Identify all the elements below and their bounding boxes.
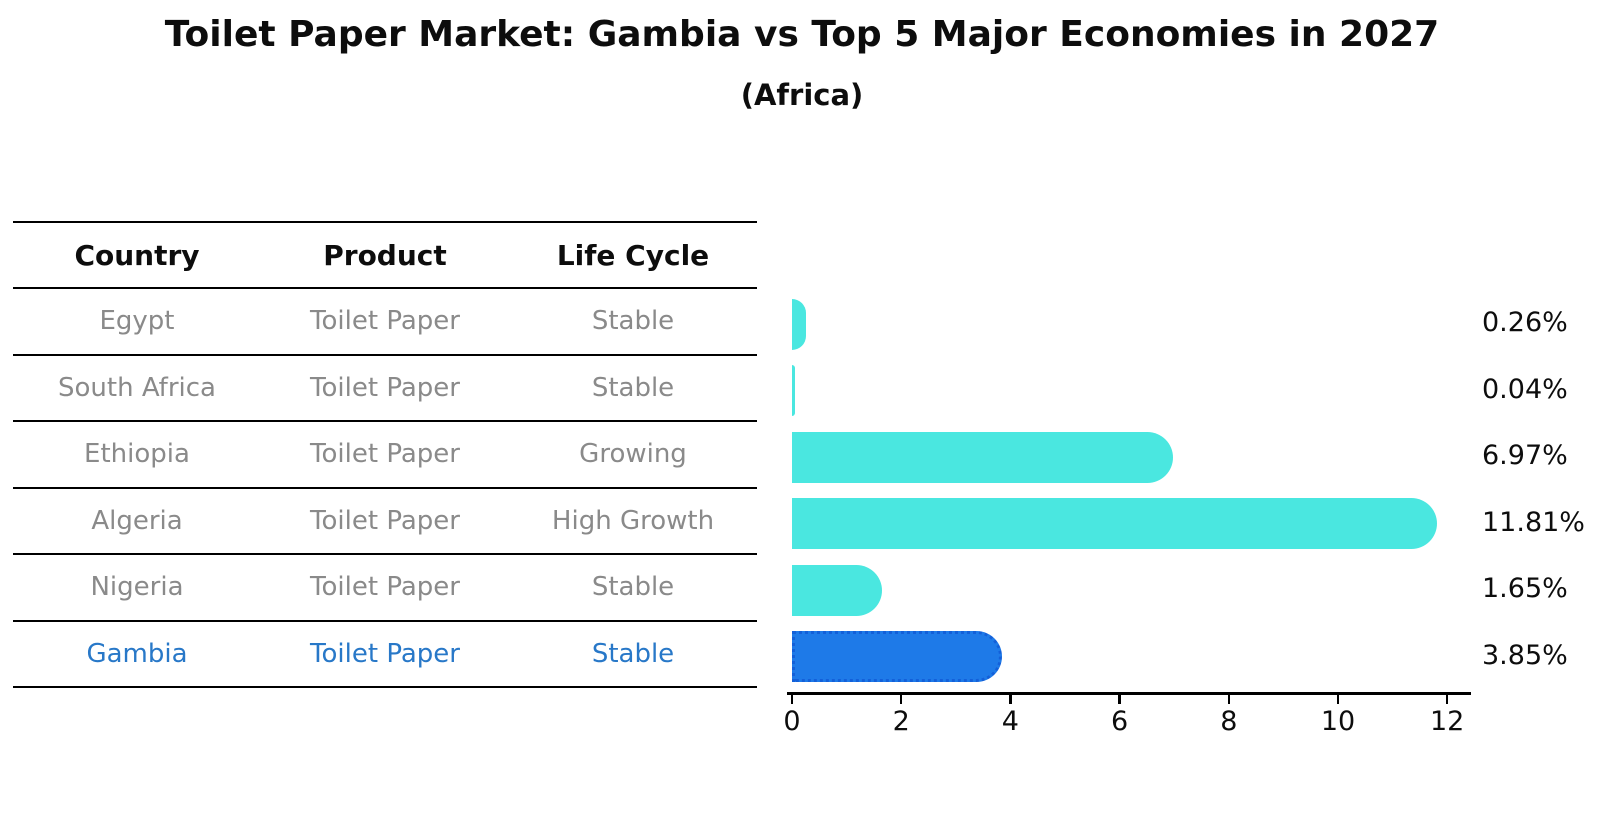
column-header-lifecycle: Life Cycle	[556, 238, 710, 272]
x-axis-tick	[1118, 694, 1121, 704]
table-row-gambia: Gambia Toilet Paper Stable	[13, 622, 757, 688]
bar-gambia	[792, 631, 1003, 683]
chart-subtitle: (Africa)	[740, 78, 864, 112]
x-axis-tick-label: 0	[783, 706, 801, 737]
value-label-ethiopia: 6.97%	[1482, 440, 1568, 472]
column-header-product: Product	[323, 238, 447, 272]
table-row-ethiopia: Ethiopia Toilet Paper Growing	[13, 422, 757, 489]
x-axis-tick-label: 8	[1220, 706, 1238, 737]
bar-algeria	[792, 498, 1437, 550]
x-axis-tick-label: 2	[892, 706, 910, 737]
table-header-row: Country Product Life Cycle	[13, 223, 757, 289]
cell-country: Ethiopia	[84, 439, 190, 470]
cell-lifecycle: High Growth	[551, 505, 715, 536]
cell-lifecycle: Stable	[591, 306, 675, 337]
table-body: Egypt Toilet Paper Stable South Africa Toile…	[13, 289, 757, 688]
x-axis-tick	[790, 694, 794, 704]
x-axis-tick	[1009, 694, 1012, 704]
x-axis-tick-label: 12	[1430, 706, 1465, 737]
value-label-south-africa: 0.04%	[1482, 373, 1568, 405]
cell-country: Algeria	[91, 505, 183, 536]
cell-product: Toilet Paper	[310, 372, 460, 403]
x-axis-line	[787, 692, 1471, 695]
cell-country: Gambia	[86, 638, 188, 669]
cell-product: Toilet Paper	[310, 638, 460, 669]
summary-table: Country Product Life Cycle Egypt Toilet P…	[13, 221, 757, 688]
x-axis-tick	[1336, 694, 1340, 704]
cell-lifecycle: Stable	[591, 638, 675, 669]
cell-product: Toilet Paper	[310, 306, 460, 337]
cell-product: Toilet Paper	[310, 505, 460, 536]
cell-country: Nigeria	[90, 572, 184, 603]
cell-lifecycle: Growing	[579, 439, 687, 470]
bar-egypt	[792, 298, 807, 350]
bar-south-africa	[792, 365, 795, 417]
table-row-nigeria: Nigeria Toilet Paper Stable	[13, 555, 757, 622]
cell-country: Egypt	[99, 306, 175, 337]
bar-nigeria	[792, 564, 883, 616]
x-axis-tick-label: 10	[1320, 706, 1356, 737]
chart-title: Toilet Paper Market: Gambia vs Top 5 Maj…	[164, 14, 1440, 55]
table-row-algeria: Algeria Toilet Paper High Growth	[13, 489, 757, 555]
x-axis-tick	[1227, 694, 1231, 704]
bar-ethiopia	[792, 431, 1173, 483]
cell-lifecycle: Stable	[591, 372, 675, 403]
value-label-gambia: 3.85%	[1482, 639, 1568, 671]
x-axis-tick-label: 4	[1001, 706, 1019, 737]
table-row-egypt: Egypt Toilet Paper Stable	[13, 289, 757, 356]
x-axis-tick-label: 6	[1111, 706, 1129, 737]
cell-product: Toilet Paper	[310, 572, 460, 603]
cell-country: South Africa	[58, 372, 216, 403]
table-row-south-africa: South Africa Toilet Paper Stable	[13, 356, 757, 422]
cell-product: Toilet Paper	[310, 439, 460, 470]
x-axis-tick	[1445, 694, 1449, 704]
value-label-algeria: 11.81%	[1482, 506, 1585, 538]
value-label-nigeria: 1.65%	[1482, 573, 1568, 605]
x-axis-tick	[899, 694, 903, 704]
value-label-egypt: 0.26%	[1482, 307, 1568, 339]
cell-lifecycle: Stable	[591, 572, 675, 603]
column-header-country: Country	[74, 238, 200, 272]
